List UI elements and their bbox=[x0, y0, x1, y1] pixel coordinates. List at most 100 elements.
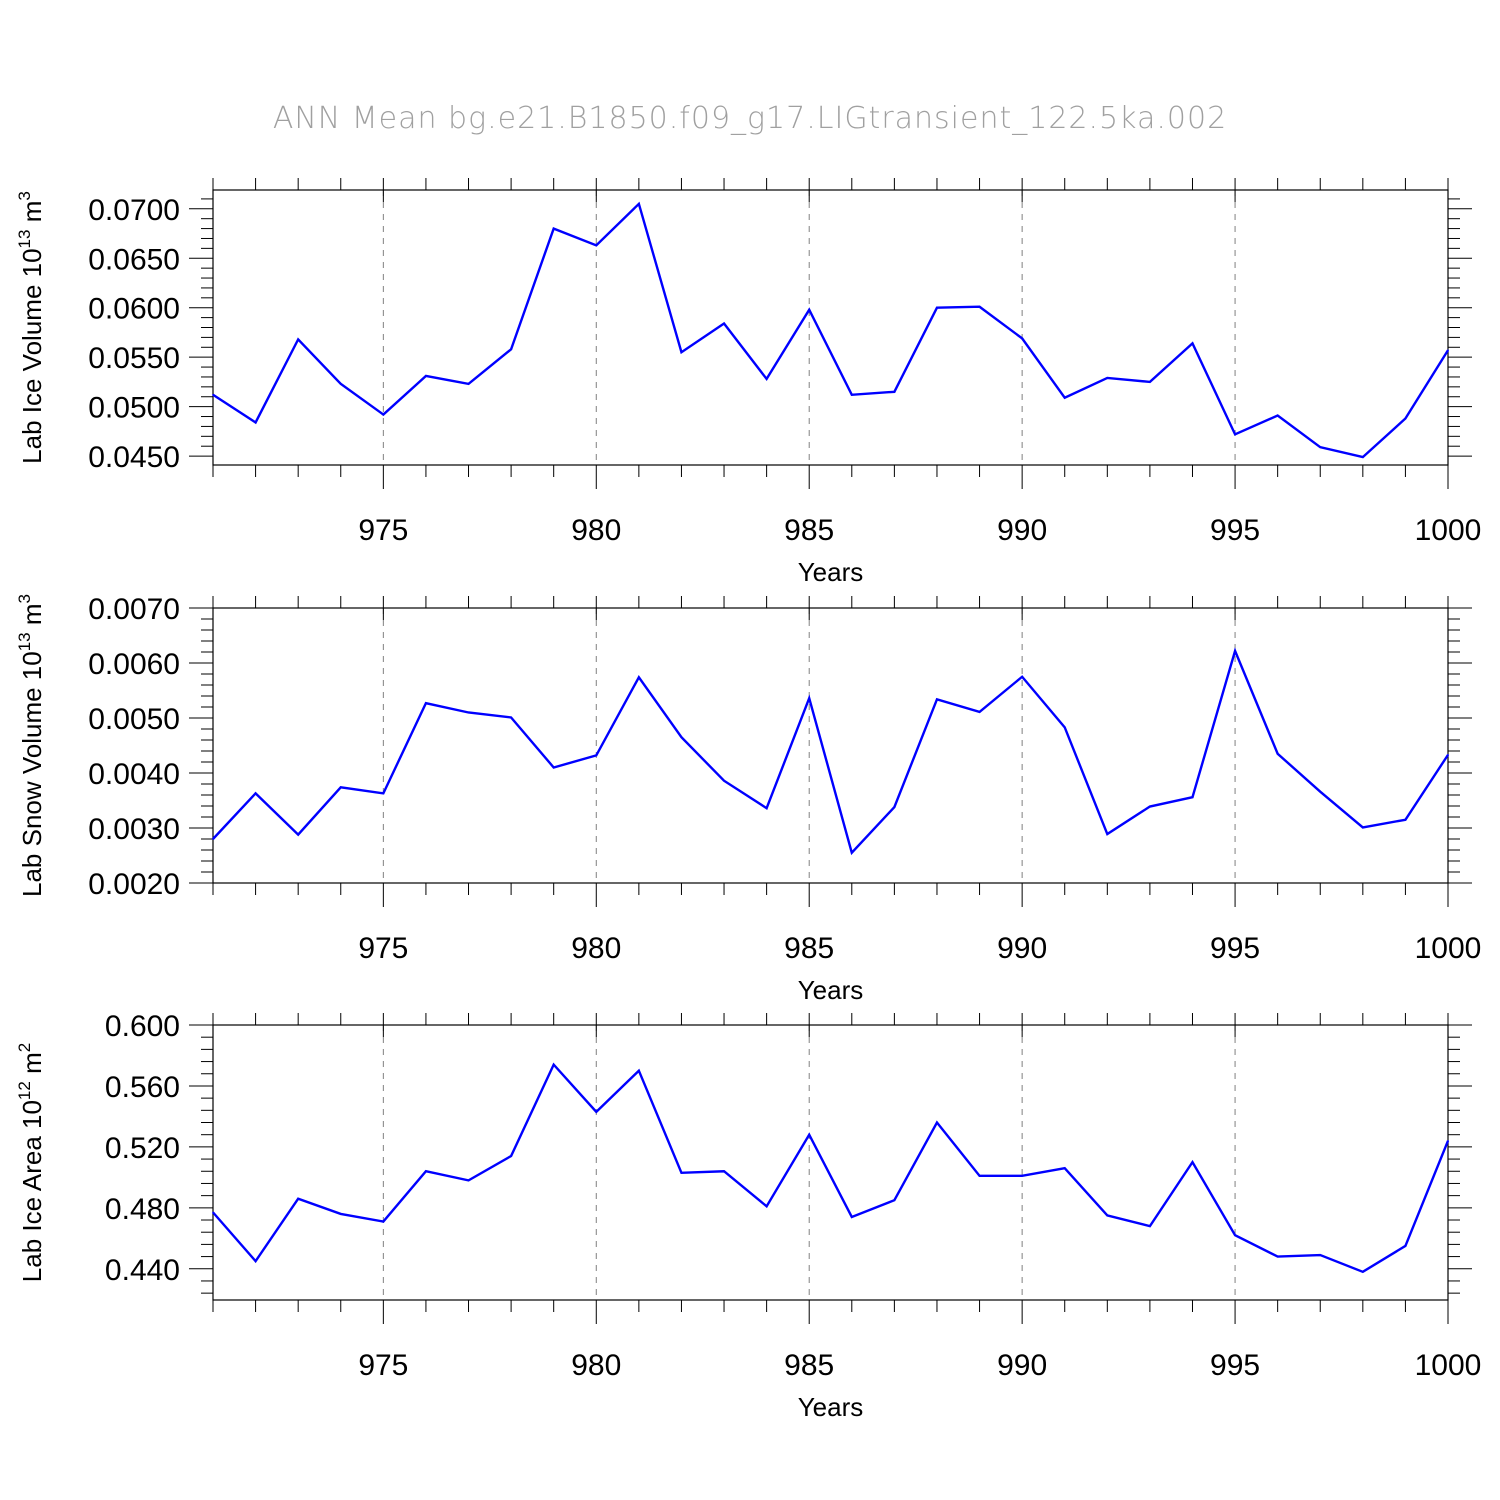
x-axis-label: Years bbox=[798, 1392, 864, 1422]
data-point bbox=[339, 786, 342, 789]
y-axis-label-text: Lab Snow Volume 10 bbox=[17, 651, 47, 897]
x-tick-label: 1000 bbox=[1415, 514, 1482, 547]
data-point bbox=[212, 838, 214, 840]
data-point bbox=[1234, 1234, 1236, 1237]
data-point bbox=[765, 1205, 768, 1208]
x-tick-label: 1000 bbox=[1415, 932, 1482, 965]
data-point bbox=[1362, 826, 1364, 829]
y-axis-label-unit-exponent: 2 bbox=[15, 1043, 34, 1052]
data-point bbox=[1276, 752, 1279, 755]
data-point bbox=[297, 833, 299, 836]
y-tick-label: 0.0030 bbox=[88, 813, 180, 846]
data-point bbox=[510, 716, 512, 719]
x-tick-label: 995 bbox=[1210, 1349, 1260, 1382]
y-tick-label: 0.0450 bbox=[88, 441, 180, 474]
x-axis-label: Years bbox=[798, 557, 864, 587]
data-point bbox=[723, 779, 725, 782]
x-tick-label: 1000 bbox=[1415, 1349, 1482, 1382]
data-point bbox=[1106, 833, 1109, 835]
series-line bbox=[212, 647, 1450, 856]
data-point bbox=[1362, 456, 1364, 458]
series-line bbox=[212, 201, 1450, 459]
data-point bbox=[297, 338, 299, 341]
x-tick-label: 985 bbox=[784, 932, 834, 965]
data-point bbox=[1149, 1225, 1151, 1227]
data-point bbox=[850, 851, 853, 854]
y-tick-label: 0.0070 bbox=[88, 593, 180, 626]
x-tick-label: 995 bbox=[1210, 932, 1260, 965]
y-tick-label: 0.520 bbox=[105, 1132, 180, 1165]
y-axis-label-unit: m bbox=[17, 603, 47, 632]
y-tick-label: 0.480 bbox=[105, 1193, 180, 1226]
data-point bbox=[765, 807, 768, 809]
x-tick-label: 975 bbox=[358, 932, 408, 965]
y-tick-label: 0.0700 bbox=[88, 194, 180, 227]
data-point bbox=[723, 322, 725, 325]
y-axis-label-unit: m bbox=[17, 1052, 47, 1081]
data-point bbox=[1106, 377, 1109, 379]
plot-frame bbox=[212, 1024, 1449, 1301]
data-point bbox=[638, 676, 640, 679]
data-point bbox=[978, 1175, 981, 1177]
data-point bbox=[595, 244, 598, 247]
plot-frame bbox=[212, 607, 1449, 884]
data-point bbox=[1447, 349, 1449, 352]
data-point bbox=[1021, 675, 1023, 678]
x-tick-label: 995 bbox=[1210, 514, 1260, 547]
y-tick-label: 0.600 bbox=[105, 1010, 180, 1043]
data-point bbox=[212, 1211, 214, 1214]
data-point bbox=[680, 351, 683, 354]
y-tick-label: 0.560 bbox=[105, 1071, 180, 1104]
data-point bbox=[1021, 1175, 1023, 1177]
x-axis-label: Years bbox=[798, 975, 864, 1005]
y-tick-label: 0.0050 bbox=[88, 703, 180, 736]
data-point bbox=[893, 390, 896, 393]
data-point bbox=[978, 711, 981, 713]
data-point bbox=[680, 736, 683, 739]
x-tick-label: 985 bbox=[784, 1349, 834, 1382]
x-tick-label: 990 bbox=[997, 1349, 1047, 1382]
data-point bbox=[1276, 414, 1279, 417]
data-point bbox=[1447, 754, 1449, 756]
series-line bbox=[212, 1062, 1450, 1274]
y-tick-label: 0.0650 bbox=[88, 243, 180, 276]
data-point bbox=[1362, 1271, 1364, 1273]
data-point bbox=[850, 1216, 853, 1218]
y-axis-label-unit: m bbox=[17, 201, 47, 230]
data-point bbox=[1234, 433, 1236, 436]
x-tick-label: 975 bbox=[358, 1349, 408, 1382]
x-tick-label: 980 bbox=[571, 514, 621, 547]
data-point bbox=[1021, 337, 1023, 340]
chart-panel-1: 975 980 985 990 995 1000 Years 0.0450 0.0500 0.05… bbox=[15, 178, 1481, 587]
data-point bbox=[552, 1063, 555, 1066]
x-tick-label: 980 bbox=[571, 1349, 621, 1382]
data-point bbox=[1319, 790, 1322, 793]
x-tick-label: 985 bbox=[784, 514, 834, 547]
data-point bbox=[1404, 1245, 1407, 1247]
y-axis-label-exponent: 12 bbox=[15, 1081, 34, 1100]
data-point bbox=[893, 806, 896, 808]
data-point bbox=[254, 421, 257, 424]
data-point bbox=[936, 306, 938, 309]
data-point bbox=[1063, 726, 1066, 729]
data-point bbox=[638, 203, 640, 205]
data-point bbox=[638, 1069, 640, 1072]
data-point bbox=[1276, 1255, 1279, 1258]
y-axis-label: Lab Ice Area 1012 m2 bbox=[15, 1043, 47, 1282]
data-point bbox=[1447, 1139, 1449, 1142]
data-point bbox=[212, 393, 214, 396]
y-tick-label: 0.0550 bbox=[88, 342, 180, 375]
data-point bbox=[467, 383, 470, 385]
data-point bbox=[425, 702, 427, 704]
y-tick-label: 0.0600 bbox=[88, 293, 180, 326]
data-point bbox=[850, 393, 853, 396]
data-point bbox=[339, 1213, 342, 1215]
data-point bbox=[1234, 650, 1236, 652]
data-point bbox=[936, 1121, 938, 1124]
x-tick-label: 990 bbox=[997, 932, 1047, 965]
data-point bbox=[254, 1260, 257, 1262]
data-point bbox=[552, 766, 555, 769]
data-point bbox=[1319, 1254, 1322, 1256]
